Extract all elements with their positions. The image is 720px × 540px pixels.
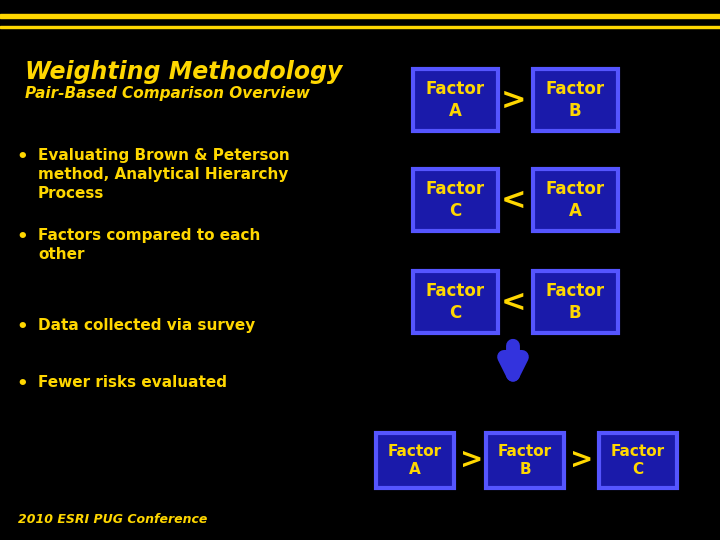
FancyBboxPatch shape <box>376 433 454 488</box>
FancyBboxPatch shape <box>533 169 618 231</box>
Text: Factor
B: Factor B <box>546 282 605 322</box>
Bar <box>0 26 720 28</box>
Text: Factor
C: Factor C <box>611 443 665 476</box>
Text: •: • <box>16 318 28 336</box>
Text: 2010 ESRI PUG Conference: 2010 ESRI PUG Conference <box>18 513 207 526</box>
FancyBboxPatch shape <box>413 69 498 131</box>
FancyBboxPatch shape <box>413 169 498 231</box>
FancyBboxPatch shape <box>533 271 618 333</box>
Text: <: < <box>500 287 526 316</box>
Text: <: < <box>500 186 526 214</box>
Text: Fewer risks evaluated: Fewer risks evaluated <box>38 375 227 390</box>
FancyBboxPatch shape <box>533 69 618 131</box>
FancyBboxPatch shape <box>413 271 498 333</box>
Bar <box>0 14 720 18</box>
FancyArrowPatch shape <box>504 346 522 375</box>
Text: Factor
A: Factor A <box>546 180 605 220</box>
Text: >: > <box>500 85 526 114</box>
Text: Factor
C: Factor C <box>426 180 485 220</box>
FancyBboxPatch shape <box>599 433 677 488</box>
Text: >: > <box>460 446 484 474</box>
Text: •: • <box>16 375 28 393</box>
Text: Factor
B: Factor B <box>498 443 552 476</box>
Text: >: > <box>570 446 594 474</box>
Text: Weighting Methodology: Weighting Methodology <box>25 60 343 84</box>
Text: •: • <box>16 228 28 246</box>
Text: Data collected via survey: Data collected via survey <box>38 318 256 333</box>
Text: Factor
B: Factor B <box>546 80 605 120</box>
Text: Factors compared to each
other: Factors compared to each other <box>38 228 261 262</box>
FancyBboxPatch shape <box>486 433 564 488</box>
Text: Evaluating Brown & Peterson
method, Analytical Hierarchy
Process: Evaluating Brown & Peterson method, Anal… <box>38 148 289 201</box>
Text: Factor
A: Factor A <box>388 443 442 476</box>
Text: Factor
C: Factor C <box>426 282 485 322</box>
Text: Factor
A: Factor A <box>426 80 485 120</box>
Text: •: • <box>16 148 28 166</box>
Text: Pair-Based Comparison Overview: Pair-Based Comparison Overview <box>25 86 310 101</box>
